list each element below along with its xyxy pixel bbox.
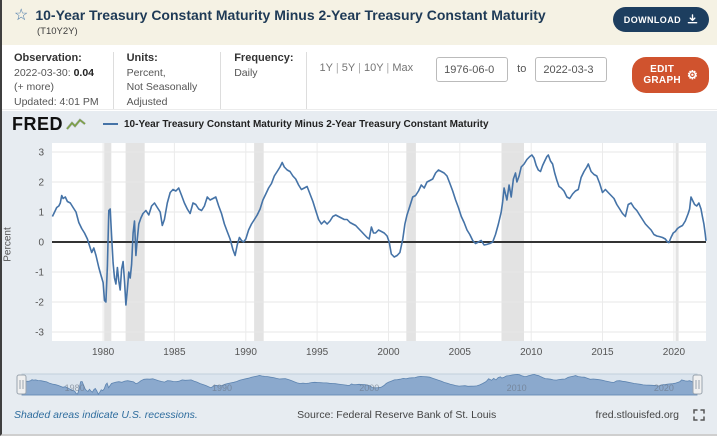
source-text: Source: Federal Reserve Bank of St. Loui… <box>297 409 497 421</box>
range-preset-5y[interactable]: 5Y <box>341 62 356 74</box>
main-chart[interactable]: 3 2 1 0 -1 -2 -3 1980 1985 1990 1995 2000 2005 2010 20… <box>6 137 713 369</box>
svg-text:2020: 2020 <box>654 383 674 393</box>
units-label: Units: <box>126 52 158 64</box>
recessions-note-link[interactable]: Shaded areas indicate U.S. recessions. <box>14 409 198 421</box>
graph-panel: FRED 10-Year Treasury Constant Maturity … <box>2 111 717 434</box>
range-preset-1y[interactable]: 1Y <box>319 62 333 74</box>
svg-text:2015: 2015 <box>591 347 614 358</box>
edit-graph-button[interactable]: EDIT GRAPH ⚙ <box>632 57 709 93</box>
observation-more-link[interactable]: (+ more) <box>14 81 54 94</box>
series-legend-swatch <box>103 123 118 125</box>
preset-separator: | <box>383 62 393 74</box>
frequency-label: Frequency: <box>234 52 294 64</box>
svg-text:3: 3 <box>38 148 44 159</box>
svg-text:1990: 1990 <box>212 383 232 393</box>
series-legend-label: 10-Year Treasury Constant Maturity Minus… <box>124 118 489 130</box>
graph-header: FRED 10-Year Treasury Constant Maturity … <box>2 111 717 137</box>
range-preset-10y[interactable]: 10Y <box>364 62 384 74</box>
range-preset-max[interactable]: Max <box>392 62 414 74</box>
svg-text:1995: 1995 <box>306 347 329 358</box>
svg-text:-2: -2 <box>35 298 44 309</box>
meta-row: Observation: 2022-03-30: 0.04 (+ more) U… <box>2 45 717 122</box>
series-id: (T10Y2Y) <box>37 26 78 37</box>
frequency-value: Daily <box>234 67 258 79</box>
range-controls: 1Y | 5Y | 10Y | Max to EDIT GRAPH ⚙ <box>305 52 709 109</box>
svg-text:2000: 2000 <box>377 347 400 358</box>
svg-text:1980: 1980 <box>65 383 85 393</box>
frequency-block: Frequency: Daily <box>220 52 305 109</box>
units-block: Units: Percent, Not Seasonally Adjusted <box>112 52 221 109</box>
svg-text:2005: 2005 <box>449 347 472 358</box>
units-value-line1: Percent, <box>126 67 166 79</box>
graph-footer: Shaded areas indicate U.S. recessions. S… <box>2 401 717 421</box>
range-presets: 1Y | 5Y | 10Y | Max <box>320 62 414 74</box>
chart-area: Percent 3 2 1 0 -1 -2 -3 1980 1985 1990 1995 2000 20… <box>2 137 717 369</box>
end-date-input[interactable] <box>535 57 608 82</box>
svg-text:2010: 2010 <box>520 347 543 358</box>
favorite-star-icon[interactable]: ☆ <box>14 7 29 24</box>
svg-text:1: 1 <box>38 208 44 219</box>
observation-label: Observation: <box>14 52 82 64</box>
observation-value: 0.04 <box>73 67 94 79</box>
svg-text:1980: 1980 <box>92 347 115 358</box>
observation-date: 2022-03-30: <box>14 67 71 79</box>
site-url: fred.stlouisfed.org <box>595 409 679 421</box>
observation-block: Observation: 2022-03-30: 0.04 (+ more) U… <box>14 52 113 122</box>
page-title: 10-Year Treasury Constant Maturity Minus… <box>35 7 546 23</box>
start-date-input[interactable] <box>436 57 509 82</box>
fred-logo-text: FRED <box>12 113 63 134</box>
svg-text:2010: 2010 <box>507 383 527 393</box>
svg-text:-3: -3 <box>35 328 44 339</box>
download-button-label: DOWNLOAD <box>623 14 681 25</box>
download-button[interactable]: DOWNLOAD <box>612 7 709 32</box>
preset-separator: | <box>355 62 364 74</box>
svg-text:2: 2 <box>38 178 44 189</box>
range-navigator-slider[interactable]: 1980 1990 2000 2010 2020 <box>8 371 711 399</box>
fullscreen-icon[interactable] <box>693 409 705 421</box>
svg-text:1990: 1990 <box>235 347 258 358</box>
series-legend: 10-Year Treasury Constant Maturity Minus… <box>103 119 489 130</box>
svg-text:2020: 2020 <box>663 347 686 358</box>
svg-text:-1: -1 <box>35 268 44 279</box>
fred-logo[interactable]: FRED <box>12 114 86 135</box>
fred-logo-chart-icon <box>66 117 86 131</box>
svg-text:0: 0 <box>38 238 44 249</box>
edit-graph-button-label: EDIT GRAPH <box>643 64 681 86</box>
title-bar: ☆ 10-Year Treasury Constant Maturity Min… <box>2 0 717 45</box>
download-icon <box>687 14 698 25</box>
preset-separator: | <box>332 62 342 74</box>
svg-text:2000: 2000 <box>359 383 379 393</box>
svg-text:1985: 1985 <box>163 347 186 358</box>
units-value-line2: Not Seasonally Adjusted <box>126 81 198 108</box>
range-navigator: 1980 1990 2000 2010 2020 <box>2 371 717 401</box>
date-range-to-label: to <box>517 63 527 75</box>
gear-icon: ⚙ <box>686 68 698 82</box>
